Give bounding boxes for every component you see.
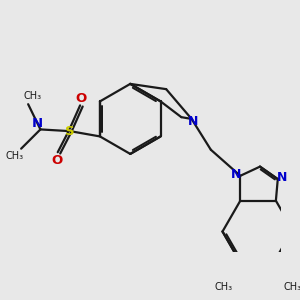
Text: N: N [32,117,43,130]
Text: N: N [231,168,241,181]
Text: N: N [277,171,287,184]
Text: S: S [65,125,75,138]
Text: O: O [76,92,87,105]
Text: N: N [188,115,199,128]
Text: O: O [52,154,63,167]
Text: CH₃: CH₃ [6,152,24,161]
Text: CH₃: CH₃ [215,283,233,292]
Text: CH₃: CH₃ [23,92,41,101]
Text: CH₃: CH₃ [283,283,300,292]
